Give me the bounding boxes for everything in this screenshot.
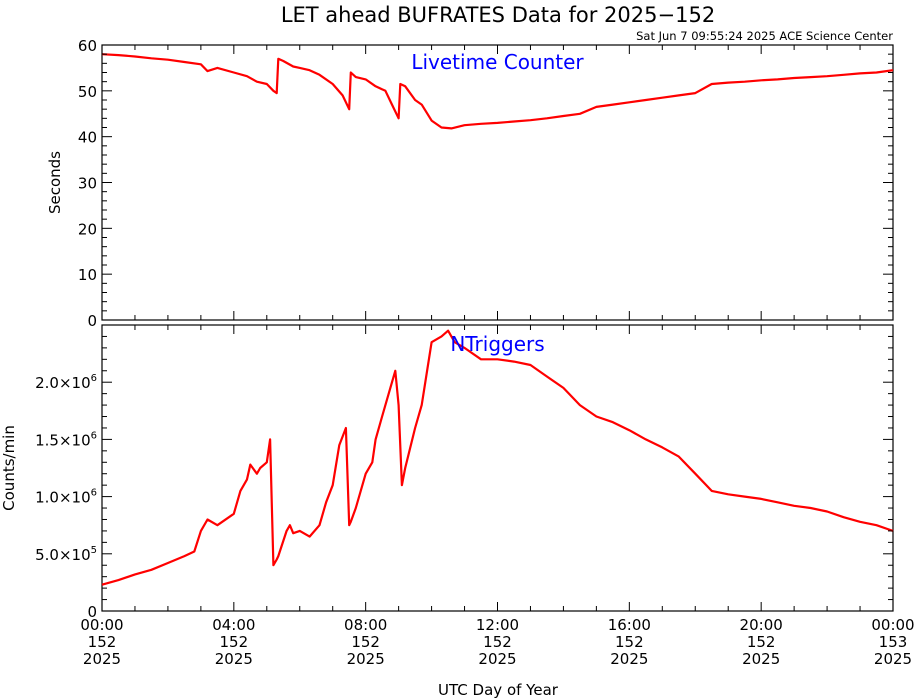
y-tick-label: 2.0×106 bbox=[35, 373, 97, 392]
x-tick-label: 152 bbox=[483, 633, 512, 651]
y-tick-label: 1.0×106 bbox=[35, 488, 97, 507]
x-tick-label: 153 bbox=[879, 633, 908, 651]
series-line-1-0 bbox=[101, 329, 894, 586]
panel-label: NTriggers bbox=[450, 332, 544, 356]
x-tick-label: 2025 bbox=[610, 650, 648, 668]
x-tick-label: 08:00 bbox=[344, 616, 387, 634]
x-tick-label: 2025 bbox=[83, 650, 121, 668]
series-line-0-0 bbox=[101, 53, 894, 130]
y-tick-label: 30 bbox=[78, 175, 97, 193]
x-tick-label: 12:00 bbox=[476, 616, 519, 634]
x-tick-label: 16:00 bbox=[608, 616, 651, 634]
x-tick-label: 2025 bbox=[215, 650, 253, 668]
y-tick-label: 1.5×106 bbox=[35, 430, 97, 449]
x-tick-label: 20:00 bbox=[740, 616, 783, 634]
x-tick-label: 152 bbox=[615, 633, 644, 651]
y-axis-title: Seconds bbox=[46, 151, 64, 214]
x-tick-label: 152 bbox=[351, 633, 380, 651]
x-tick-label: 00:00 bbox=[80, 616, 123, 634]
chart-title: LET ahead BUFRATES Data for 2025−152 bbox=[281, 3, 715, 27]
x-tick-label: 152 bbox=[747, 633, 776, 651]
panel-1: 0 5.0×105 1.0×106 1.5×106 2.0×106 Counts/min N… bbox=[0, 324, 915, 668]
y-axis-title: Counts/min bbox=[0, 425, 18, 511]
x-tick-label: 2025 bbox=[742, 650, 780, 668]
x-tick-label: 2025 bbox=[347, 650, 385, 668]
x-axis-title: UTC Day of Year bbox=[438, 681, 559, 699]
x-tick-label: 04:00 bbox=[212, 616, 255, 634]
y-tick-label: 20 bbox=[78, 220, 97, 238]
y-tick-label: 5.0×105 bbox=[35, 545, 97, 564]
panel-label: Livetime Counter bbox=[411, 50, 584, 74]
y-tick-label: 60 bbox=[78, 37, 97, 55]
x-tick-label: 2025 bbox=[874, 650, 912, 668]
plot-frame bbox=[101, 324, 894, 612]
y-tick-label: 50 bbox=[78, 83, 97, 101]
plot-frame bbox=[101, 44, 894, 321]
y-tick-label: 10 bbox=[78, 266, 97, 284]
y-tick-label: 0 bbox=[87, 312, 97, 330]
panel-0: 0 10 20 30 40 50 60 Seconds Livetime Counter bbox=[46, 37, 894, 330]
x-tick-label: 152 bbox=[88, 633, 117, 651]
y-tick-label: 0 bbox=[87, 603, 97, 621]
y-tick-label: 40 bbox=[78, 129, 97, 147]
timestamp: Sat Jun 7 09:55:24 2025 ACE Science Cent… bbox=[636, 29, 893, 43]
x-tick-label: 2025 bbox=[478, 650, 516, 668]
x-tick-label: 00:00 bbox=[871, 616, 914, 634]
x-tick-label: 152 bbox=[220, 633, 249, 651]
